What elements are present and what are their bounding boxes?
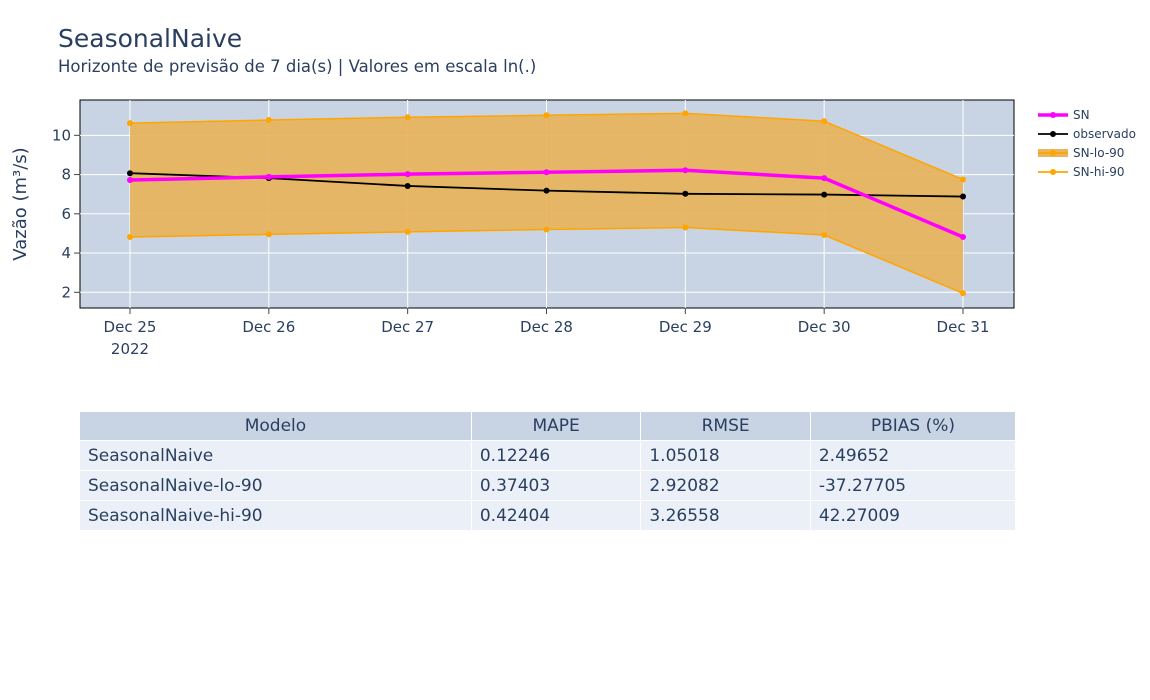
data-point	[821, 175, 828, 182]
legend-item: observado	[1038, 127, 1136, 141]
x-tick-label: Dec 30	[798, 318, 851, 336]
data-point	[821, 118, 828, 125]
data-point	[682, 190, 689, 197]
data-point	[265, 173, 272, 180]
y-axis-ticks: 2 4 6 8 10	[52, 126, 80, 301]
x-tick-label: Dec 31	[937, 318, 990, 336]
data-point	[543, 112, 550, 119]
data-point	[404, 228, 411, 235]
data-point	[543, 187, 550, 194]
legend-marker	[1050, 150, 1056, 156]
data-point	[127, 177, 133, 184]
legend-item: SN-lo-90	[1038, 146, 1124, 160]
table-row: SeasonalNaive-hi-90 0.42404 3.26558 42.2…	[80, 500, 1015, 531]
data-point	[960, 193, 966, 200]
table-header-row: Modelo MAPE RMSE PBIAS (%)	[80, 412, 1015, 441]
cell-mape: 0.37403	[471, 470, 642, 501]
y-axis-label: Vazão (m³/s)	[10, 147, 31, 260]
x-tick-label: Dec 27	[381, 318, 434, 336]
legend-label: SN-hi-90	[1073, 165, 1124, 179]
x-tick-label: Dec 28	[520, 318, 573, 336]
cell-rmse: 2.92082	[640, 470, 811, 501]
data-point	[821, 232, 828, 239]
legend-label: SN	[1073, 108, 1090, 122]
data-point	[960, 176, 966, 183]
header-mape: MAPE	[471, 412, 642, 441]
cell-mape: 0.12246	[471, 440, 642, 471]
x-year-label: 2022	[111, 340, 149, 358]
cell-pbias: 42.27009	[810, 500, 1015, 531]
data-point	[543, 226, 550, 233]
header-pbias: PBIAS (%)	[810, 412, 1015, 441]
series-sn-hi-90	[127, 110, 966, 183]
cell-modelo: SeasonalNaive	[80, 440, 472, 471]
x-tick-label: Dec 29	[659, 318, 712, 336]
cell-modelo: SeasonalNaive-lo-90	[80, 470, 472, 501]
series-lines	[127, 110, 966, 297]
series-sn	[127, 167, 966, 240]
data-point	[404, 182, 411, 189]
data-point	[127, 170, 133, 177]
data-point	[404, 171, 411, 178]
y-tick-label: 8	[61, 166, 71, 184]
x-tick-label: Dec 26	[242, 318, 295, 336]
chart-title: SeasonalNaive	[58, 24, 243, 53]
chart-subtitle: Horizonte de previsão de 7 dia(s) | Valo…	[58, 57, 537, 76]
data-point	[127, 233, 133, 240]
data-point	[682, 110, 689, 117]
data-point	[960, 233, 966, 240]
cell-pbias: 2.49652	[810, 440, 1015, 471]
legend-marker	[1050, 169, 1056, 175]
legend: SN observado SN-lo-90 SN-hi-90	[1038, 108, 1136, 179]
y-tick-label: 2	[61, 283, 71, 301]
cell-pbias: -37.27705	[810, 470, 1015, 501]
cell-rmse: 1.05018	[640, 440, 811, 471]
series-sn-lo-90	[127, 224, 966, 297]
legend-label: observado	[1073, 127, 1136, 141]
legend-label: SN-lo-90	[1073, 146, 1124, 160]
data-point	[404, 114, 411, 121]
header-modelo: Modelo	[80, 412, 472, 441]
data-point	[682, 224, 689, 231]
data-point	[265, 117, 272, 124]
data-point	[543, 169, 550, 176]
metrics-table: Modelo MAPE RMSE PBIAS (%) SeasonalNaive…	[80, 412, 1015, 531]
data-point	[821, 191, 828, 198]
legend-item: SN	[1038, 108, 1090, 122]
data-point	[682, 167, 689, 174]
data-point	[960, 290, 966, 297]
table-row: SeasonalNaive-lo-90 0.37403 2.92082 -37.…	[80, 470, 1015, 501]
legend-marker	[1050, 112, 1056, 118]
table-row: SeasonalNaive 0.12246 1.05018 2.49652	[80, 440, 1015, 471]
y-tick-label: 10	[52, 126, 71, 144]
confidence-band	[130, 113, 963, 294]
band-fill	[130, 113, 963, 294]
cell-modelo: SeasonalNaive-hi-90	[80, 500, 472, 531]
cell-mape: 0.42404	[471, 500, 642, 531]
x-axis-ticks: Dec 25 Dec 26 Dec 27 Dec 28 Dec 29 Dec 30 Dec …	[104, 308, 990, 358]
x-tick-label: Dec 25	[104, 318, 157, 336]
legend-item: SN-hi-90	[1038, 165, 1124, 179]
forecast-chart: Dec 25 Dec 26 Dec 27 Dec 28 Dec 29 Dec 30 Dec …	[10, 99, 1136, 358]
legend-marker	[1050, 131, 1056, 137]
data-point	[265, 231, 272, 238]
cell-rmse: 3.26558	[640, 500, 811, 531]
y-tick-label: 4	[61, 244, 71, 262]
header-rmse: RMSE	[640, 412, 811, 441]
data-point	[127, 120, 133, 127]
y-tick-label: 6	[61, 205, 71, 223]
